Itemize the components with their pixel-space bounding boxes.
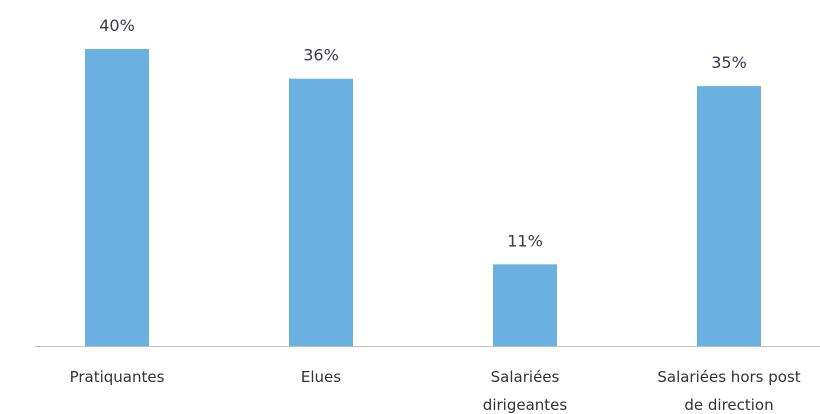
value-label-2: 11% (507, 231, 543, 250)
bars-group (85, 49, 761, 346)
bar-1 (289, 78, 353, 346)
value-labels-group: 40% 36% 11% 35% (99, 16, 747, 250)
category-label-2-line-0: Salariées (491, 368, 560, 386)
category-label-0: Pratiquantes (70, 368, 165, 386)
value-label-0: 40% (99, 16, 135, 35)
category-label-2-line-1: dirigeantes (483, 396, 568, 414)
value-label-3: 35% (711, 53, 747, 72)
category-labels-group: Pratiquantes Elues Salariées dirigeantes Sal… (70, 368, 801, 414)
bar-3 (697, 86, 761, 346)
value-label-1: 36% (303, 46, 339, 65)
category-label-3-line-0: Salariées hors post (657, 368, 800, 386)
category-label-1: Elues (301, 368, 341, 386)
category-label-3-line-1: de direction (684, 396, 773, 414)
bar-0 (85, 49, 149, 346)
bar-2 (493, 264, 557, 346)
